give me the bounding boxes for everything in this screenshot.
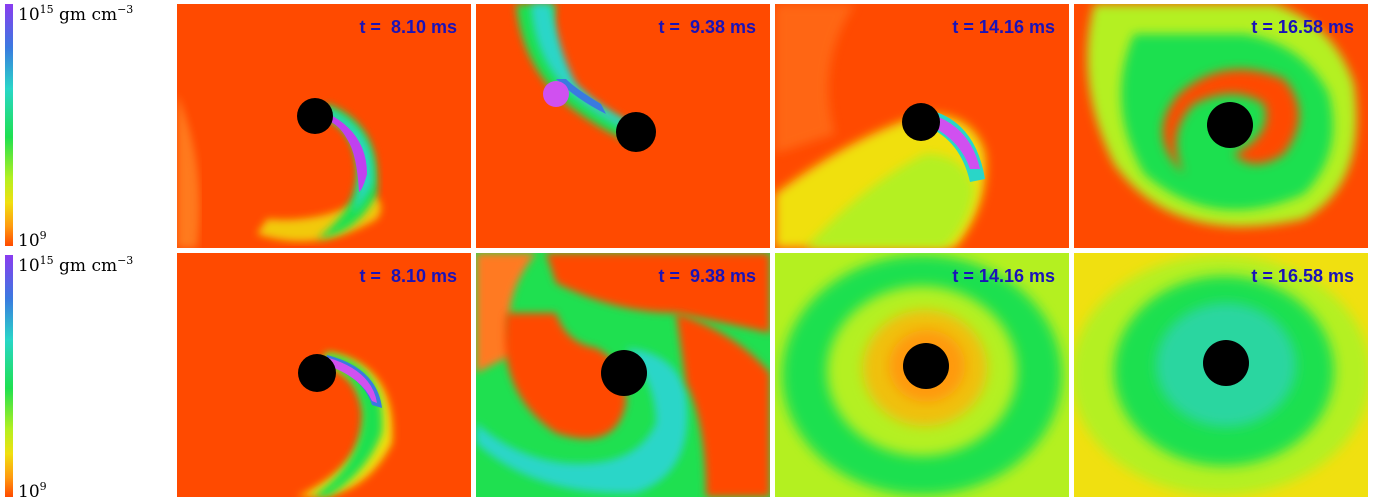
time-label: t = 14.16 ms: [952, 17, 1055, 37]
colorbar-bottom: 1015 gm cm−3 109: [0, 251, 170, 502]
simulation-panel: t = 16.58 ms: [1074, 253, 1368, 497]
colorbar-top: 1015 gm cm−3 109: [0, 0, 170, 251]
colorbar-min-label: 109: [18, 229, 47, 251]
simulation-panel: t = 9.38 ms: [476, 4, 770, 248]
density-map: [476, 253, 770, 497]
density-map: [177, 253, 471, 497]
density-map: [775, 4, 1069, 248]
colorbar-gradient: [5, 4, 13, 246]
time-label: t = 14.16 ms: [952, 266, 1055, 286]
time-label: t = 8.10 ms: [359, 17, 457, 37]
colorbar-max-label: 1015 gm cm−3: [18, 3, 134, 25]
simulation-panel: t = 9.38 ms: [476, 253, 770, 497]
density-map: [775, 253, 1069, 497]
time-label: t = 16.58 ms: [1251, 266, 1354, 286]
simulation-panel: t = 16.58 ms: [1074, 4, 1368, 248]
density-map: [1074, 253, 1368, 497]
density-map: [1074, 4, 1368, 248]
time-label: t = 9.38 ms: [658, 17, 756, 37]
time-label: t = 8.10 ms: [359, 266, 457, 286]
density-map: [476, 4, 770, 248]
time-label: t = 9.38 ms: [658, 266, 756, 286]
simulation-panel: t = 14.16 ms: [775, 253, 1069, 497]
time-label: t = 16.58 ms: [1251, 17, 1354, 37]
density-map: [177, 4, 471, 248]
colorbar-min-label: 109: [18, 480, 47, 502]
simulation-panel: t = 8.10 ms: [177, 253, 471, 497]
simulation-panel: t = 14.16 ms: [775, 4, 1069, 248]
colorbar-gradient: [5, 255, 13, 497]
simulation-panel: t = 8.10 ms: [177, 4, 471, 248]
colorbar-max-label: 1015 gm cm−3: [18, 254, 134, 276]
